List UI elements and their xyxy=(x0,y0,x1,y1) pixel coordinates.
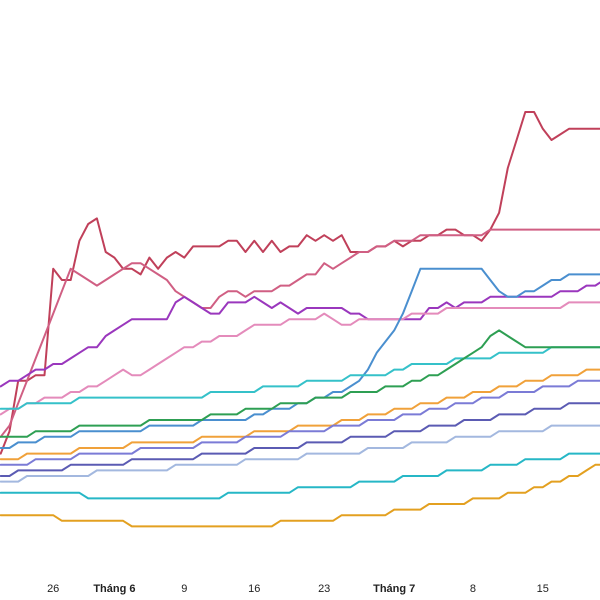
series-line-13 xyxy=(0,463,600,528)
series-line-12 xyxy=(0,452,600,500)
x-tick-label-5: 23 xyxy=(318,583,330,595)
series-line-8 xyxy=(0,368,600,461)
series-layer xyxy=(0,111,600,528)
series-line-2 xyxy=(0,228,600,438)
x-tick-label-2: Tháng 6 xyxy=(93,583,135,595)
x-tick-label-4: 16 xyxy=(248,583,260,595)
series-line-4 xyxy=(0,301,600,416)
x-axis: 26 Tháng 6 9 16 23 Tháng 7 8 15 xyxy=(47,583,549,595)
x-tick-label-1: 26 xyxy=(47,583,59,595)
series-line-3 xyxy=(0,281,600,388)
series-line-1 xyxy=(0,111,600,455)
x-tick-label-6: Tháng 7 xyxy=(373,583,415,595)
series-line-10 xyxy=(0,402,600,477)
series-line-7 xyxy=(0,329,600,438)
x-tick-label-3: 9 xyxy=(181,583,187,595)
series-line-6 xyxy=(0,346,600,410)
x-tick-label-8: 15 xyxy=(537,583,549,595)
series-line-11 xyxy=(0,424,600,483)
series-line-5 xyxy=(0,267,600,449)
x-tick-label-7: 8 xyxy=(470,583,476,595)
series-line-9 xyxy=(0,379,600,466)
